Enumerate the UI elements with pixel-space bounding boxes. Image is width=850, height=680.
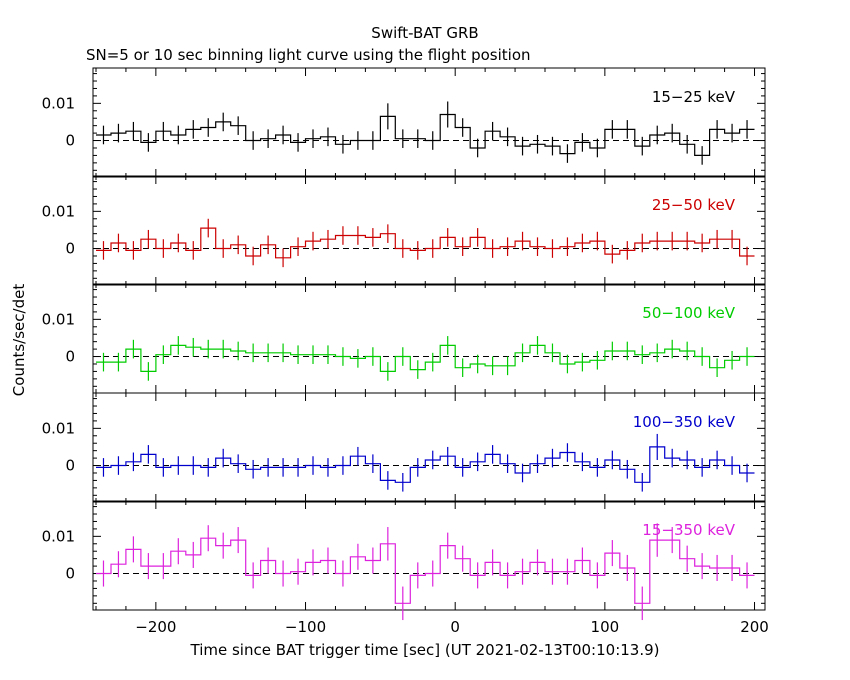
y-tick-label: 0 — [65, 457, 75, 475]
panel-frame — [92, 500, 766, 611]
chart-title: Swift-BAT GRB — [371, 24, 478, 42]
panels-group: 0 0.01 15−25 keV 0 0.01 25−50 keV 0 0.01 50−100 … — [42, 67, 769, 636]
y-tick-label: 0.01 — [42, 310, 75, 328]
panel-2: 0 0.01 25−50 keV — [42, 175, 766, 286]
band-label: 15−350 keV — [642, 521, 735, 539]
panel-1: 0 0.01 15−25 keV — [42, 67, 766, 178]
x-tick-label: 0 — [450, 618, 460, 636]
y-tick-label: 0 — [65, 348, 75, 366]
panel-frame — [92, 175, 766, 286]
x-axis-label: Time since BAT trigger time [sec] (UT 20… — [190, 641, 660, 659]
chart-subtitle: SN=5 or 10 sec binning light curve using… — [86, 46, 531, 64]
series-step-line — [96, 344, 755, 372]
series-step-line — [96, 227, 755, 259]
band-label: 100−350 keV — [633, 413, 736, 431]
panel-3: 0 0.01 50−100 keV — [42, 283, 766, 394]
y-axis-label: Counts/sec/det — [10, 284, 28, 397]
x-tick-label: −200 — [135, 618, 176, 636]
series-step-line — [96, 537, 755, 604]
y-tick-label: 0 — [65, 132, 75, 150]
y-tick-label: 0.01 — [42, 94, 75, 112]
y-tick-label: 0.01 — [42, 202, 75, 220]
y-tick-label: 0.01 — [42, 527, 75, 545]
panel-4: 0 0.01 100−350 keV — [42, 392, 766, 503]
x-tick-label: 100 — [591, 618, 620, 636]
panel-5: 0 0.01 15−350 keV — [42, 500, 766, 621]
band-label: 15−25 keV — [652, 88, 736, 106]
panel-frame — [92, 67, 766, 178]
y-tick-label: 0.01 — [42, 419, 75, 437]
x-tick-label: −100 — [285, 618, 326, 636]
series-step-line — [96, 113, 755, 156]
band-label: 50−100 keV — [642, 304, 735, 322]
panel-frame — [92, 392, 766, 503]
y-tick-label: 0 — [65, 240, 75, 258]
x-tick-label: 200 — [740, 618, 769, 636]
band-label: 25−50 keV — [652, 196, 736, 214]
y-tick-label: 0 — [65, 565, 75, 583]
series-step-line — [96, 446, 755, 483]
